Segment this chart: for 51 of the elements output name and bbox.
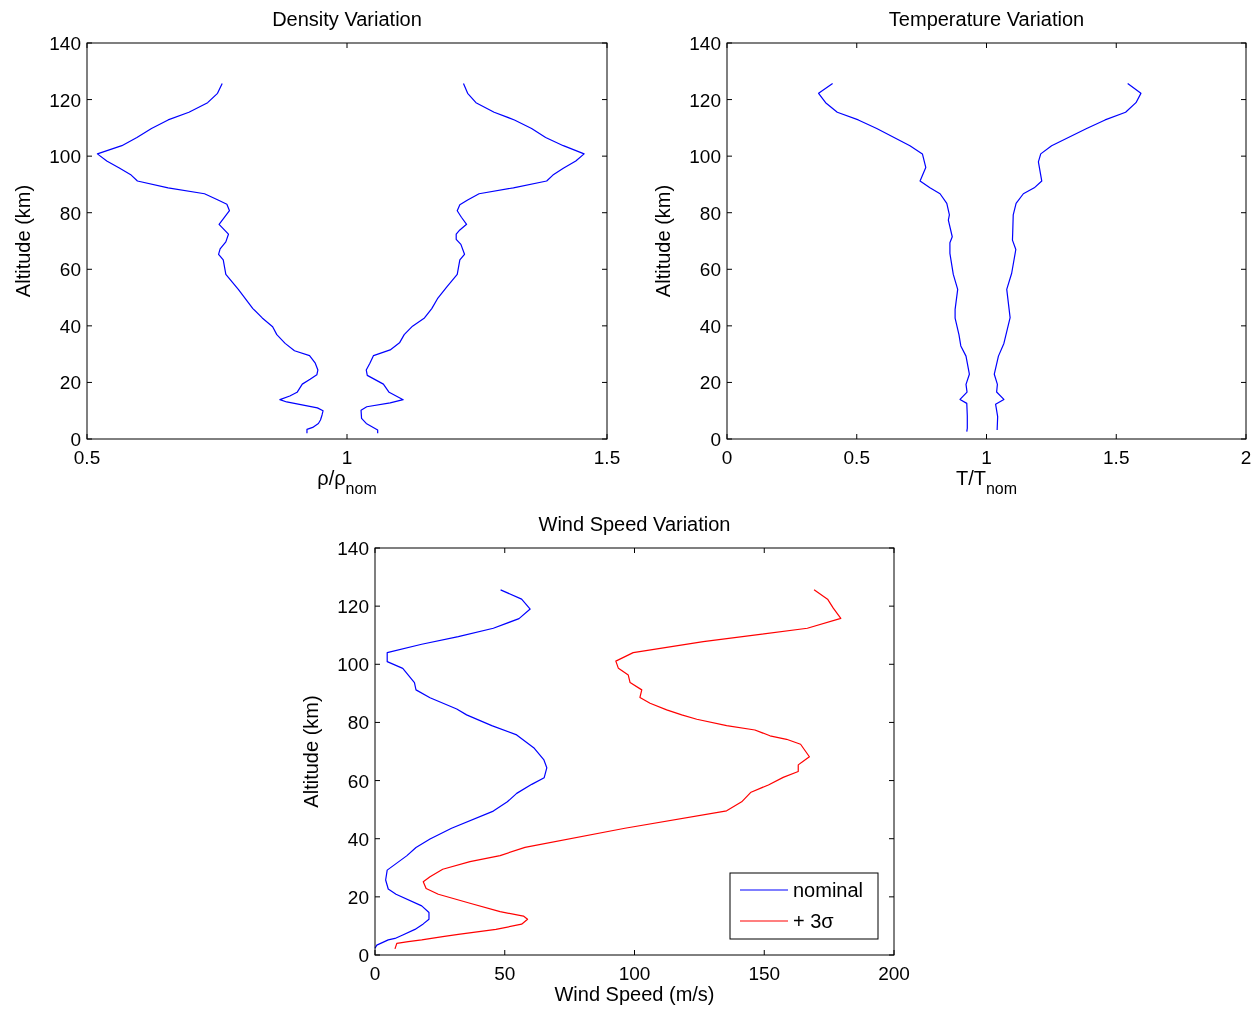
y-tick-label: 140 bbox=[689, 33, 721, 54]
y-tick-label: 100 bbox=[337, 654, 369, 676]
chart-title: Temperature Variation bbox=[888, 8, 1085, 30]
line-series bbox=[993, 82, 1142, 431]
x-tick-label: 150 bbox=[748, 963, 781, 984]
x-tick-label: 1 bbox=[341, 447, 353, 468]
y-tick-label: 40 bbox=[59, 315, 81, 337]
y-tick-label: 20 bbox=[59, 372, 81, 394]
chart-title: Wind Speed Variation bbox=[538, 513, 731, 535]
y-tick-label: 60 bbox=[699, 259, 721, 281]
y-axis-title: Altitude (km) bbox=[300, 695, 322, 808]
x-tick-label: 1.5 bbox=[593, 447, 621, 468]
y-tick-label: 0 bbox=[358, 945, 369, 966]
y-tick-label: 120 bbox=[337, 596, 369, 618]
y-tick-label: 80 bbox=[59, 202, 81, 224]
x-tick-label: 2 bbox=[1240, 447, 1252, 468]
y-tick-label: 0 bbox=[710, 429, 721, 450]
line-series bbox=[360, 82, 585, 434]
y-tick-label: 0 bbox=[70, 429, 81, 450]
y-tick-label: 60 bbox=[59, 259, 81, 281]
y-tick-label: 120 bbox=[49, 89, 81, 111]
x-axis-title: T/T$_{nom}$ bbox=[955, 467, 1018, 497]
y-axis-title: Altitude (km) bbox=[12, 184, 34, 298]
line-series bbox=[818, 82, 970, 433]
x-tick-label: 100 bbox=[618, 963, 651, 984]
x-axis-title: ρ/ρ$_{nom}$ bbox=[317, 467, 377, 497]
x-tick-label: 0.5 bbox=[843, 447, 870, 468]
y-axis-title: Altitude (km) bbox=[652, 184, 674, 298]
y-tick-label: 20 bbox=[699, 372, 721, 394]
line-series bbox=[374, 589, 548, 949]
x-tick-label: 1 bbox=[981, 447, 992, 468]
y-tick-label: 140 bbox=[49, 33, 81, 54]
y-tick-label: 120 bbox=[689, 89, 721, 111]
x-axis-title: Wind Speed (m/s) bbox=[554, 983, 715, 1005]
legend-label: + 3σ bbox=[793, 910, 835, 932]
y-tick-label: 80 bbox=[699, 202, 721, 224]
line-series bbox=[96, 82, 324, 434]
y-tick-label: 100 bbox=[49, 146, 81, 168]
y-tick-label: 100 bbox=[689, 146, 721, 168]
y-tick-label: 80 bbox=[347, 712, 369, 734]
legend-label: nominal bbox=[793, 879, 864, 901]
chart-title: Density Variation bbox=[272, 8, 422, 30]
y-tick-label: 40 bbox=[347, 828, 369, 850]
y-tick-label: 60 bbox=[347, 770, 369, 792]
x-tick-label: 200 bbox=[878, 963, 910, 984]
y-tick-label: 40 bbox=[699, 315, 721, 337]
y-tick-label: 20 bbox=[347, 886, 369, 908]
x-tick-label: 1.5 bbox=[1103, 447, 1130, 468]
x-tick-label: 50 bbox=[494, 963, 516, 984]
y-tick-label: 140 bbox=[337, 538, 369, 559]
x-tick-label: 0.5 bbox=[73, 447, 101, 468]
